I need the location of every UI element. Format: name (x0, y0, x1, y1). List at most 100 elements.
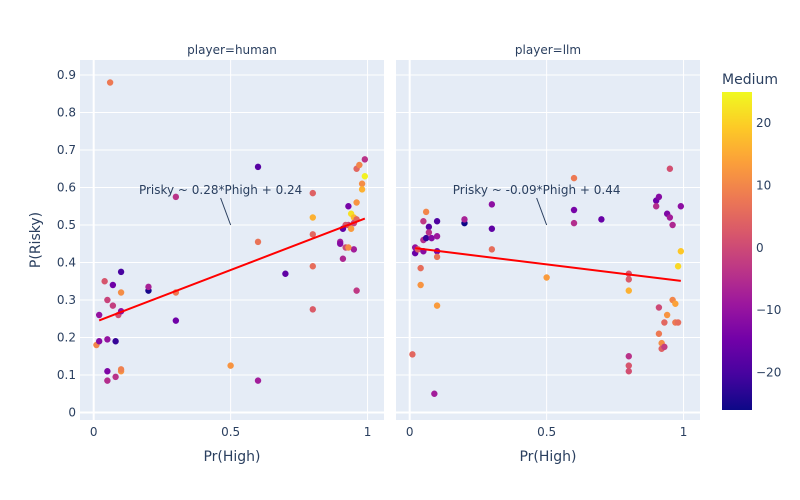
data-point (655, 193, 663, 201)
x-tick-label: 0 (90, 425, 98, 439)
data-point (361, 156, 369, 163)
data-point (433, 302, 441, 309)
x-tick-label: 0 (406, 425, 414, 439)
data-point (677, 203, 685, 210)
data-point (117, 289, 125, 296)
data-point (666, 214, 674, 221)
data-point (309, 231, 316, 238)
data-point (339, 255, 347, 262)
data-point (172, 317, 180, 324)
x-axis-title: Pr(High) (203, 449, 260, 465)
fit-line (98, 217, 366, 322)
data-point (672, 300, 679, 307)
data-point (356, 161, 363, 169)
data-point (425, 223, 433, 231)
y-tick-label: 0.8 (57, 106, 76, 120)
y-tick-label: 0.9 (57, 68, 76, 82)
plot-background (396, 60, 700, 420)
fit-line (415, 247, 681, 282)
data-point (488, 246, 496, 253)
x-axis-title: Pr(High) (519, 449, 576, 465)
data-point (254, 238, 262, 246)
annotation-text: Prisky ~ 0.28*Phigh + 0.24 (139, 183, 302, 197)
data-point (172, 193, 180, 201)
data-point (674, 319, 682, 326)
data-point (117, 366, 125, 373)
data-point (353, 287, 360, 294)
data-point (282, 270, 289, 277)
data-point (543, 274, 550, 281)
data-point (358, 186, 366, 193)
data-point (570, 206, 578, 214)
data-point (104, 336, 111, 343)
data-point (361, 173, 369, 180)
y-tick-label: 0.4 (57, 256, 76, 270)
data-point (309, 306, 316, 313)
data-point (570, 174, 578, 182)
data-point (104, 296, 111, 304)
y-tick-label: 0.2 (57, 331, 76, 345)
data-point (109, 281, 117, 289)
annotation-arrow (220, 197, 232, 226)
data-point (431, 390, 438, 397)
data-point (417, 281, 424, 289)
data-point (461, 216, 468, 223)
annotation-text: Prisky ~ -0.09*Phigh + 0.44 (453, 183, 621, 197)
data-point (345, 244, 352, 251)
x-tick-label: 0.5 (537, 425, 556, 439)
data-point (309, 263, 316, 270)
data-point (227, 362, 234, 369)
data-point (625, 353, 632, 360)
colorbar-tick-label: 20 (756, 116, 771, 130)
y-tick-label: 0.7 (57, 143, 76, 157)
data-point (336, 240, 344, 247)
colorbar-tick-label: −20 (756, 366, 781, 380)
data-point (95, 338, 103, 345)
panel-1: 0 0.5 1 player=human Pr(High) Prisky ~ 0.28*P… (80, 43, 384, 465)
plot-background (80, 60, 384, 420)
colorbar-tick-label: 0 (756, 241, 764, 255)
y-tick-label: 0.3 (57, 293, 76, 307)
data-point (425, 229, 433, 236)
data-point (309, 214, 316, 221)
data-point (661, 343, 668, 351)
data-point (570, 219, 578, 227)
y-tick-label: 0 (68, 406, 76, 420)
data-point (420, 218, 427, 225)
data-point (345, 203, 352, 210)
data-point (358, 180, 366, 187)
data-point (598, 216, 605, 223)
data-point (422, 234, 430, 242)
data-point (677, 248, 685, 255)
y-tick-label: 0.1 (57, 368, 76, 382)
data-point (674, 263, 682, 270)
data-point (350, 246, 358, 253)
data-point (433, 218, 441, 225)
data-point (104, 368, 111, 375)
data-point (625, 362, 632, 369)
points (93, 79, 369, 384)
colorbar (722, 92, 752, 410)
panel-2: 0 0.5 1 player=llm Pr(High) Prisky ~ -0.09*Ph… (396, 43, 700, 465)
data-point (655, 304, 663, 311)
colorbar-title: Medium (722, 72, 778, 88)
facet-title: player=llm (515, 43, 581, 57)
data-point (666, 165, 674, 172)
data-point (145, 283, 152, 291)
y-tick-label: 0.6 (57, 181, 76, 195)
data-point (409, 351, 416, 358)
data-point (488, 225, 496, 232)
colorbar-tick-label: 10 (756, 179, 771, 193)
data-point (625, 368, 632, 375)
data-point (625, 287, 632, 294)
data-point (433, 253, 441, 261)
y-tick-label: 0.5 (57, 218, 76, 232)
data-point (428, 234, 435, 242)
data-point (661, 319, 668, 326)
data-point (347, 225, 355, 232)
data-point (488, 201, 496, 208)
annotation-arrow (536, 197, 548, 226)
data-point (112, 373, 119, 381)
data-point (112, 338, 119, 345)
